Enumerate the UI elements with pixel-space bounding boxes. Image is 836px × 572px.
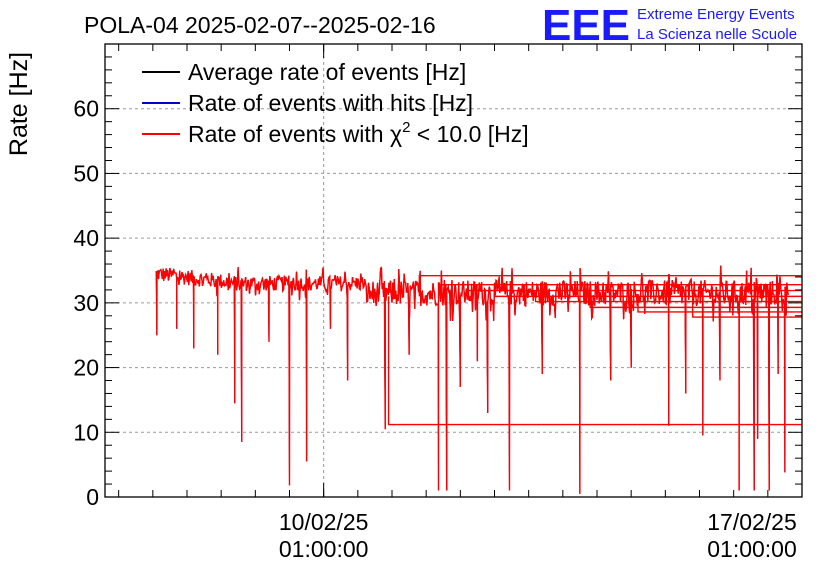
eee-logo-line2: La Scienza nelle Scuole — [637, 26, 797, 43]
eee-logo-mark: EEE — [542, 1, 630, 50]
x-tick-label-date: 17/02/25 — [707, 509, 797, 535]
series-chi2-rate — [155, 265, 789, 494]
chart-title: POLA-04 2025-02-07--2025-02-16 — [84, 12, 436, 38]
plot-frame — [104, 43, 803, 498]
series-chi2-run — [387, 296, 802, 426]
y-tick-label: 30 — [73, 290, 99, 316]
y-tick-label: 0 — [86, 484, 99, 510]
series-chi2-run — [589, 296, 802, 309]
series-chi2-run — [691, 296, 802, 318]
x-tick-label-time: 01:00:00 — [707, 536, 797, 562]
eee-logo-line1: Extreme Energy Events — [637, 6, 795, 23]
y-tick-label: 40 — [73, 225, 99, 251]
legend-label-hits: Rate of events with hits [Hz] — [188, 90, 473, 116]
y-tick-label: 60 — [73, 96, 99, 122]
y-tick-label: 20 — [73, 355, 99, 381]
series-chi2-run — [637, 296, 802, 313]
series-chi2-run — [439, 284, 802, 297]
eee-logo: EEE Extreme Energy Events La Scienza nel… — [542, 1, 797, 50]
x-tick-label-time: 01:00:00 — [279, 536, 369, 562]
legend: Average rate of events [Hz] Rate of even… — [142, 59, 529, 147]
data-series — [155, 265, 802, 494]
legend-label-chi2: Rate of events with χ2 < 10.0 [Hz] — [188, 119, 529, 147]
x-tick-label-date: 10/02/25 — [279, 509, 369, 535]
series-chi2-run — [466, 289, 802, 297]
series-chi2-run — [418, 274, 802, 297]
legend-label-average: Average rate of events [Hz] — [188, 59, 466, 85]
series-chi2-run — [534, 296, 802, 303]
y-tick-label: 10 — [73, 419, 99, 445]
y-axis-label: Rate [Hz] — [5, 52, 33, 156]
axes: 010203040506010/02/2501:00:0017/02/2501:… — [73, 44, 803, 562]
y-tick-label: 50 — [73, 160, 99, 186]
